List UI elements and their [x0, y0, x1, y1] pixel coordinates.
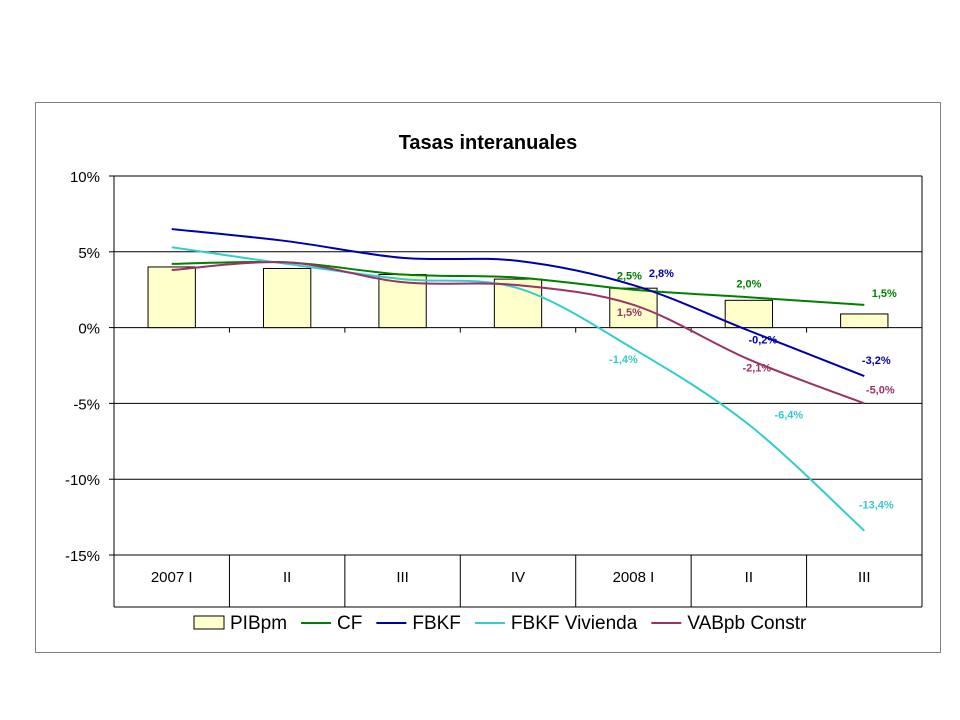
data-label-vabpb-constr: 1,5% [617, 307, 642, 319]
x-tick-label: 2007 I [151, 569, 193, 586]
line-fbkf [171, 228, 865, 378]
data-label-cf: 1,5% [872, 288, 897, 300]
data-label-vabpb-constr: -5,0% [866, 384, 895, 396]
y-tick-label: -10% [65, 472, 100, 489]
legend-label-cf: CF [337, 613, 362, 634]
chart-title: Tasas interanuales [399, 132, 578, 154]
y-tick-label: -15% [65, 548, 100, 565]
y-tick-label: 10% [70, 169, 100, 186]
bar-pibpm [609, 287, 658, 329]
chart-frame: Tasas interanuales 10% 5% 0% -5% -10% -15% 200… [35, 102, 941, 653]
bar-pibpm [840, 313, 889, 329]
bar-pibpm [262, 267, 312, 329]
line-fbkf-vivienda [171, 246, 865, 532]
y-tick-label: -5% [73, 396, 100, 413]
legend-swatch-pibpm [193, 615, 225, 630]
x-tick-label: IV [511, 569, 525, 586]
legend: PIBpm CF FBKF FBKF Vivienda VABpb Constr [193, 613, 807, 634]
x-tick-label: II [745, 569, 753, 586]
bar-pibpm [724, 299, 774, 329]
x-tick-label: II [283, 569, 291, 586]
data-label-cf: 2,0% [736, 278, 761, 290]
data-label-fbkf: 2,8% [649, 268, 674, 280]
bar-pibpm [147, 266, 196, 329]
data-label-fbkf-vivienda: -1,4% [609, 354, 638, 366]
data-label-vabpb-constr: -2,1% [742, 362, 771, 374]
data-label-cf: 2,5% [617, 271, 642, 283]
x-tick-label: III [858, 569, 871, 586]
x-tick-label: III [396, 569, 409, 586]
data-label-fbkf-vivienda: -6,4% [774, 410, 803, 422]
legend-label-vabpb-constr: VABpb Constr [687, 613, 807, 634]
legend-label-pibpm: PIBpm [230, 613, 287, 634]
data-label-fbkf: -3,2% [862, 355, 891, 367]
data-label-fbkf: -0,2% [748, 335, 777, 347]
y-tick-label: 0% [78, 321, 100, 338]
chart: Tasas interanuales 10% 5% 0% -5% -10% -15% 200… [65, 132, 923, 634]
y-tick-label: 5% [78, 245, 100, 262]
line-vabpb-constr [171, 261, 865, 405]
plot-background [114, 176, 922, 555]
plot-area: 10%5%0%-5%-10%-15%2007 I II III IV 2008 I II I… [65, 169, 923, 608]
legend-label-fbkf: FBKF [412, 613, 461, 634]
data-label-fbkf-vivienda: -13,4% [859, 500, 894, 512]
x-tick-label: 2008 I [613, 569, 655, 586]
legend-label-fbkf-vivienda: FBKF Vivienda [511, 613, 638, 634]
